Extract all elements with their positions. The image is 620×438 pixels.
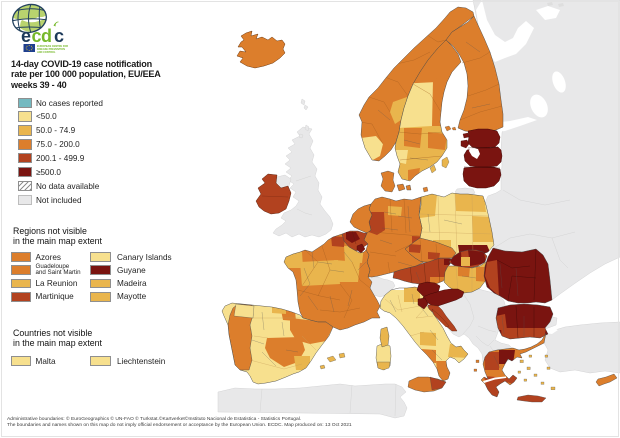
svg-text:EUROPEAN CENTRE FOR: EUROPEAN CENTRE FOR <box>37 45 68 48</box>
svg-text:d: d <box>41 26 52 46</box>
svg-text:DISEASE PREVENTION: DISEASE PREVENTION <box>37 48 65 51</box>
svg-text:c: c <box>32 26 42 46</box>
svg-text:c: c <box>54 26 64 46</box>
svg-text:e: e <box>21 26 31 46</box>
svg-text:AND CONTROL: AND CONTROL <box>37 51 56 54</box>
